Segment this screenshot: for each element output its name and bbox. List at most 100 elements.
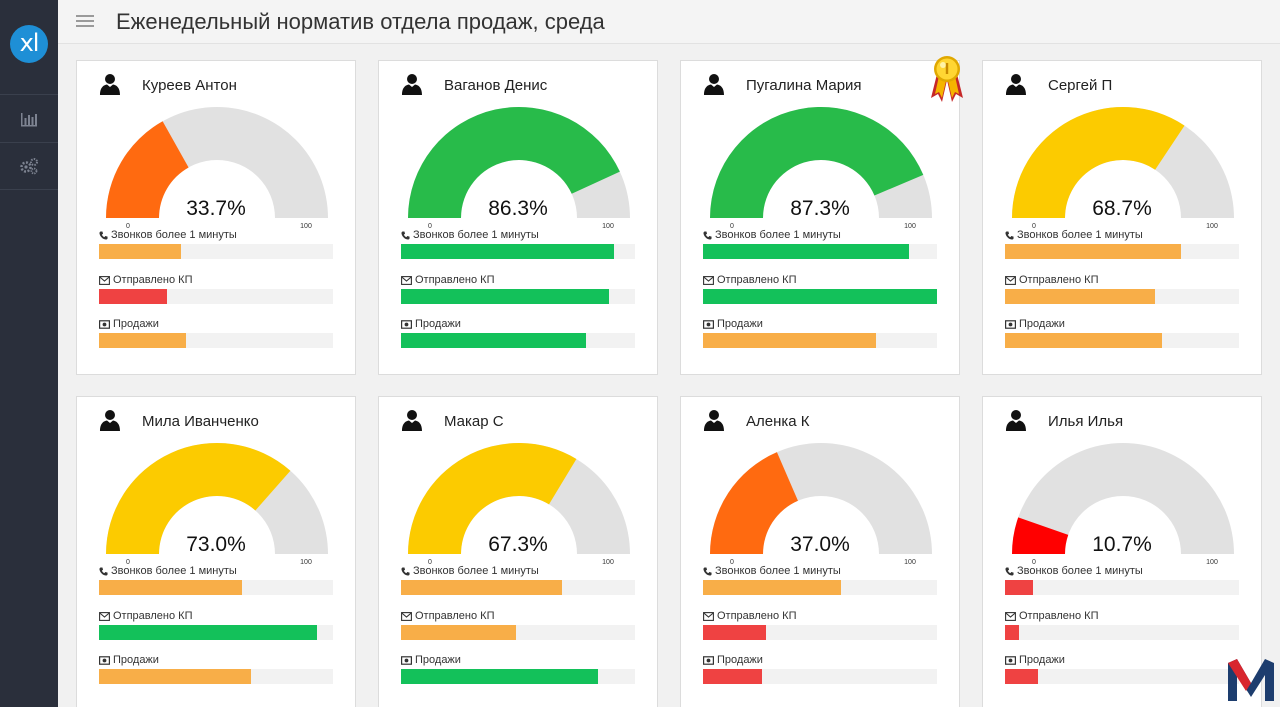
progress-gauge: 0 100	[1012, 443, 1234, 566]
percent-value: 33.7%	[186, 197, 246, 220]
stat-calls: Звонков более 1 минуты	[99, 565, 333, 595]
stat-kp: Отправлено КП	[1005, 610, 1239, 640]
stat-label-text: Отправлено КП	[113, 610, 193, 622]
progress-bar-fill	[1005, 333, 1162, 348]
stat-label-text: Звонков более 1 минуты	[111, 565, 237, 577]
progress-gauge: 0 100	[106, 107, 328, 230]
stat-sales: Продажи	[703, 654, 937, 684]
progress-bar	[99, 625, 333, 640]
progress-bar	[401, 625, 635, 640]
employee-card[interactable]: Илья Илья 0 100 10.7% Звонков более 1 ми…	[982, 396, 1262, 707]
user-icon	[402, 74, 422, 95]
stat-label: Звонков более 1 минуты	[99, 565, 333, 578]
gauge-max-label: 100	[602, 559, 614, 566]
gauge-min-label: 0	[730, 223, 734, 230]
progress-bar-fill	[1005, 625, 1020, 640]
stat-label-text: Отправлено КП	[717, 610, 797, 622]
menu-toggle-icon[interactable]	[76, 15, 94, 27]
progress-bar	[703, 244, 937, 259]
progress-bar-fill	[703, 625, 767, 640]
percent-value: 73.0%	[186, 533, 246, 556]
stat-kp: Отправлено КП	[401, 274, 635, 304]
sidebar: xl	[0, 0, 58, 707]
user-icon	[1006, 410, 1026, 431]
employee-card[interactable]: Куреев Антон 0 100 33.7% Звонков более 1…	[76, 60, 356, 375]
gauge-fill	[408, 107, 620, 218]
stat-label: Продажи	[1005, 318, 1239, 331]
gauge-max-label: 100	[1206, 223, 1218, 230]
stat-label-text: Продажи	[717, 654, 763, 666]
stat-label: Продажи	[99, 318, 333, 331]
envelope-icon	[401, 612, 415, 621]
gauge-fill	[408, 443, 577, 554]
percent-value: 37.0%	[790, 533, 850, 556]
sidebar-divider	[0, 189, 58, 190]
progress-bar-fill	[401, 289, 610, 304]
stat-label-text: Продажи	[113, 318, 159, 330]
stat-calls: Звонков более 1 минуты	[1005, 565, 1239, 595]
phone-icon	[703, 231, 715, 240]
sidebar-item-settings[interactable]	[0, 143, 58, 189]
stat-kp: Отправлено КП	[703, 610, 937, 640]
stat-label-text: Продажи	[415, 654, 461, 666]
gauge-min-label: 0	[126, 559, 130, 566]
progress-bar	[1005, 669, 1239, 684]
employee-card[interactable]: Макар С 0 100 67.3% Звонков более 1 мину…	[378, 396, 658, 707]
user-icon	[704, 410, 724, 431]
employee-card[interactable]: Пугалина Мария 0 100 87.3% Звонков более…	[680, 56, 963, 375]
user-icon	[704, 74, 724, 95]
employee-name: Мила Иванченко	[142, 413, 259, 430]
progress-bar	[1005, 289, 1239, 304]
stat-label: Звонков более 1 минуты	[703, 565, 937, 578]
sidebar-item-reports[interactable]	[0, 96, 58, 142]
progress-bar	[99, 669, 333, 684]
progress-bar	[703, 289, 937, 304]
gauge-track	[1012, 443, 1234, 554]
stat-label-text: Звонков более 1 минуты	[1017, 565, 1143, 577]
stat-label-text: Отправлено КП	[1019, 274, 1099, 286]
stat-calls: Звонков более 1 минуты	[703, 565, 937, 595]
envelope-icon	[1005, 276, 1019, 285]
percent-value: 10.7%	[1092, 533, 1152, 556]
stat-sales: Продажи	[401, 654, 635, 684]
progress-gauge: 0 100	[1012, 107, 1234, 230]
progress-bar	[703, 333, 937, 348]
employee-name: Куреев Антон	[142, 77, 237, 94]
sidebar-divider	[0, 94, 58, 95]
stat-label-text: Продажи	[415, 318, 461, 330]
phone-icon	[401, 567, 413, 576]
phone-icon	[401, 231, 413, 240]
stat-sales: Продажи	[99, 318, 333, 348]
progress-bar-fill	[401, 333, 586, 348]
stat-label: Звонков более 1 минуты	[1005, 565, 1239, 578]
stat-label: Звонков более 1 минуты	[99, 229, 333, 242]
phone-icon	[99, 567, 111, 576]
money-icon	[1005, 320, 1019, 329]
progress-bar	[1005, 244, 1239, 259]
gauge-min-label: 0	[126, 223, 130, 230]
percent-value: 87.3%	[790, 197, 850, 220]
employee-card[interactable]: Ваганов Денис 0 100 86.3% Звонков более …	[378, 60, 658, 375]
stat-label: Звонков более 1 минуты	[703, 229, 937, 242]
employee-card[interactable]: Аленка К 0 100 37.0% Звонков более 1 мин…	[680, 396, 960, 707]
employee-card[interactable]: Сергей П 0 100 68.7% Звонков более 1 мин…	[982, 60, 1262, 375]
money-icon	[703, 320, 717, 329]
employee-card[interactable]: Мила Иванченко 0 100 73.0% Звонков более…	[76, 396, 356, 707]
employee-name: Сергей П	[1048, 77, 1113, 94]
page-title: Еженедельный норматив отдела продаж, сре…	[116, 9, 605, 34]
stat-label: Отправлено КП	[401, 274, 635, 287]
stat-label-text: Звонков более 1 минуты	[413, 565, 539, 577]
progress-bar	[401, 289, 635, 304]
stat-label-text: Отправлено КП	[1019, 610, 1099, 622]
progress-bar	[401, 333, 635, 348]
progress-bar	[99, 580, 333, 595]
stat-label: Продажи	[703, 654, 937, 667]
progress-bar-fill	[703, 289, 937, 304]
progress-bar	[401, 244, 635, 259]
gauge-max-label: 100	[300, 223, 312, 230]
bar-chart-icon	[21, 113, 37, 127]
progress-bar-fill	[703, 669, 762, 684]
progress-bar-fill	[703, 580, 842, 595]
app-logo[interactable]: xl	[10, 25, 48, 63]
stat-label-text: Отправлено КП	[113, 274, 193, 286]
